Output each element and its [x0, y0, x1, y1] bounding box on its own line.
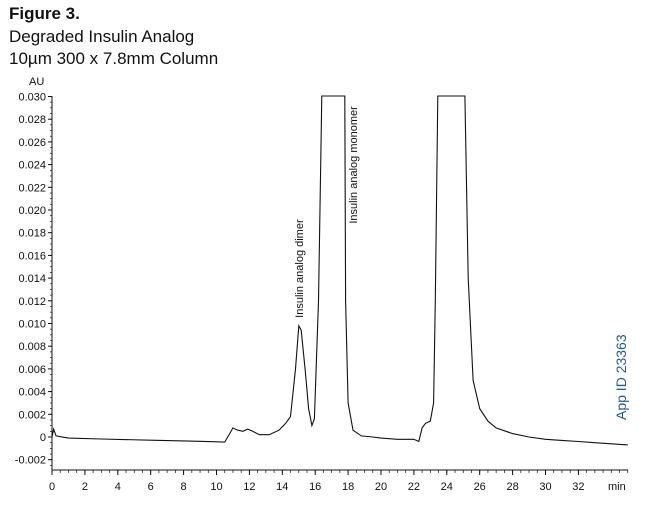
x-tick-label: 12 [243, 481, 255, 493]
y-tick-label: -0.002 [15, 455, 46, 467]
x-tick-label: 10 [210, 481, 222, 493]
y-tick-label: 0.018 [18, 228, 46, 240]
x-tick-label: 8 [181, 481, 187, 493]
y-tick-label: 0.002 [18, 409, 46, 421]
y-tick-label: 0.020 [18, 205, 46, 217]
y-tick-label: 0.022 [18, 182, 46, 194]
y-tick-label: 0.004 [18, 387, 46, 399]
x-tick-label: 26 [474, 481, 486, 493]
x-tick-label: 4 [115, 481, 121, 493]
chart-title: Degraded Insulin Analog [9, 27, 195, 46]
x-tick-label: 0 [49, 481, 55, 493]
peak-annotation: Insulin analog monomer [348, 106, 360, 224]
x-tick-label: 18 [342, 481, 354, 493]
y-tick-label: 0.012 [18, 296, 46, 308]
y-tick-label: 0.006 [18, 364, 46, 376]
peak-annotation: Insulin analog dimer [294, 219, 306, 318]
x-tick-label: 28 [506, 481, 518, 493]
x-ticks-group: 0 2 4 6 8 10 12 14 16 18 20 22 24 26 28 30 32 [49, 470, 629, 493]
y-tick-label: 0.016 [18, 250, 46, 262]
app-id-label: App ID 23363 [613, 334, 629, 420]
x-tick-label: 30 [539, 481, 551, 493]
y-tick-label: 0.008 [18, 341, 46, 353]
x-tick-label: 14 [276, 481, 288, 493]
chromatogram-trace [51, 95, 628, 446]
y-ticks-group: 0.030 0.028 0.026 0.024 0.022 0.020 0.018 0.016… [15, 92, 52, 467]
y-axis-label: AU [29, 76, 44, 88]
peak-annotations: Insulin analog dimer Insulin analog monom… [294, 106, 360, 318]
x-tick-label: 20 [375, 481, 387, 493]
y-tick-label: 0.030 [18, 92, 46, 104]
y-tick-label: 0.026 [18, 137, 46, 149]
y-tick-label: 0 [40, 432, 46, 444]
chart-subtitle: 10µm 300 x 7.8mm Column [9, 49, 219, 68]
x-axis-label: min [608, 481, 626, 493]
x-tick-label: 16 [309, 481, 321, 493]
y-tick-label: 0.024 [18, 160, 46, 172]
x-tick-label: 32 [572, 481, 584, 493]
figure-label: Figure 3. [9, 4, 80, 23]
y-tick-label: 0.028 [18, 114, 46, 126]
y-tick-label: 0.010 [18, 319, 46, 331]
x-tick-label: 6 [148, 481, 154, 493]
x-tick-label: 2 [82, 481, 88, 493]
x-tick-label: 22 [408, 481, 420, 493]
y-tick-label: 0.014 [18, 273, 46, 285]
x-tick-label: 24 [441, 481, 453, 493]
